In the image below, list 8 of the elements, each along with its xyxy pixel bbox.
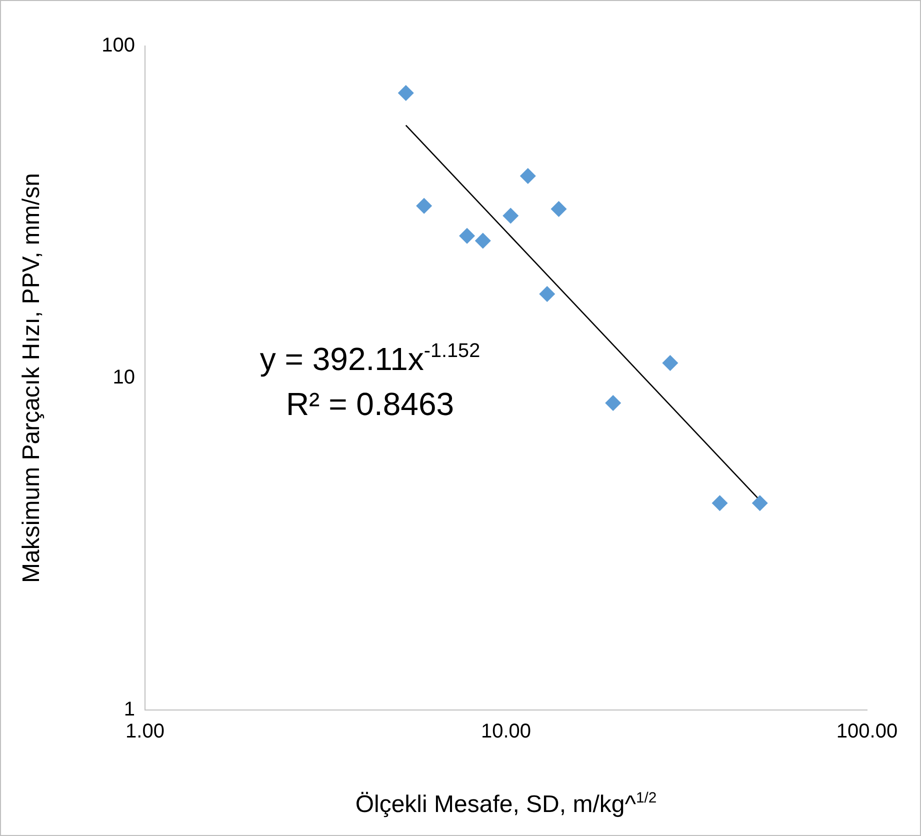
x-tick-label: 100.00 (836, 720, 898, 743)
x-tick-label: 10.00 (480, 720, 532, 743)
y-tick-label: 100 (102, 34, 135, 57)
annotation: R² = 0.8463 (286, 386, 454, 422)
y-tick-label: 10 (112, 366, 135, 389)
y-axis-title: Maksimum Parçacık Hızı, PPV, mm/sn (18, 173, 46, 583)
x-tick-label: 1.00 (126, 720, 164, 743)
y-tick-label: 1 (124, 698, 135, 721)
